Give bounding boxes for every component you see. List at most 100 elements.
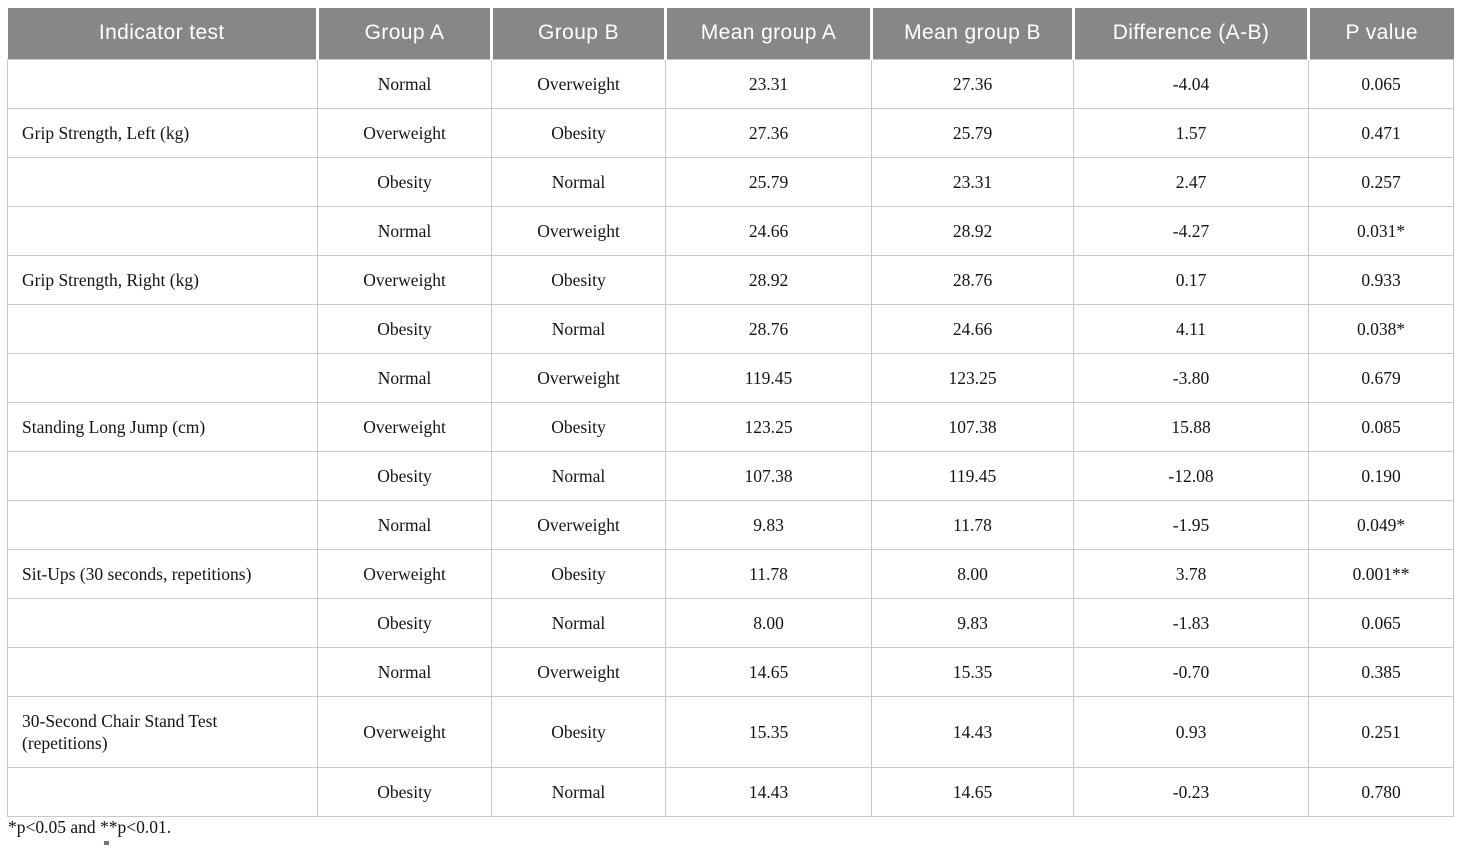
cell-mean-group-b: 119.45: [871, 450, 1074, 501]
cell-group-a: Overweight: [317, 254, 492, 305]
cell-mean-group-b: 28.92: [871, 205, 1074, 256]
cell-mean-group-a: 25.79: [665, 156, 872, 207]
cell-p-value: 0.065: [1308, 597, 1454, 648]
table-footnote: *p<0.05 and **p<0.01.: [8, 817, 172, 837]
cell-indicator: Standing Long Jump (cm): [7, 401, 318, 452]
header-row: Indicator test Group A Group B Mean grou…: [7, 8, 1454, 59]
table-body: Normal Overweight 23.31 27.36 -4.04 0.065 Grip…: [7, 58, 1454, 817]
cell-group-a: Overweight: [317, 695, 492, 768]
cell-indicator: [7, 646, 318, 697]
cell-group-b: Overweight: [491, 205, 666, 256]
cell-mean-group-b: 14.65: [871, 766, 1074, 817]
cell-difference: -0.70: [1073, 646, 1309, 697]
cell-group-b: Obesity: [491, 548, 666, 599]
cell-group-b: Obesity: [491, 401, 666, 452]
table-row: Normal Overweight 14.65 15.35 -0.70 0.385: [7, 646, 1454, 697]
cell-group-b: Overweight: [491, 499, 666, 550]
cell-group-b: Obesity: [491, 695, 666, 768]
cell-mean-group-b: 23.31: [871, 156, 1074, 207]
cell-mean-group-a: 8.00: [665, 597, 872, 648]
cell-group-b: Overweight: [491, 352, 666, 403]
cell-mean-group-a: 27.36: [665, 107, 872, 158]
table-row: Grip Strength, Left (kg) Overweight Obesit…: [7, 107, 1454, 158]
table-row: 30-Second Chair Stand Test (repetitions)…: [7, 695, 1454, 768]
cell-mean-group-b: 24.66: [871, 303, 1074, 354]
cell-difference: -1.83: [1073, 597, 1309, 648]
table-row: Normal Overweight 119.45 123.25 -3.80 0.679: [7, 352, 1454, 403]
cell-mean-group-a: 24.66: [665, 205, 872, 256]
cell-group-b: Normal: [491, 156, 666, 207]
table-row: Sit-Ups (30 seconds, repetitions) Overwei…: [7, 548, 1454, 599]
cell-group-a: Overweight: [317, 401, 492, 452]
table-row: Obesity Normal 14.43 14.65 -0.23 0.780: [7, 766, 1454, 817]
cell-group-b: Normal: [491, 450, 666, 501]
cell-group-a: Normal: [317, 352, 492, 403]
cell-group-a: Obesity: [317, 597, 492, 648]
cell-mean-group-a: 15.35: [665, 695, 872, 768]
table-row: Normal Overweight 23.31 27.36 -4.04 0.065: [7, 58, 1454, 109]
col-header-group-a: Group A: [316, 8, 492, 59]
cell-group-a: Overweight: [317, 107, 492, 158]
col-header-mean-group-a: Mean group A: [664, 8, 872, 59]
cell-difference: -4.04: [1073, 58, 1309, 109]
table-row: Normal Overweight 24.66 28.92 -4.27 0.031*: [7, 205, 1454, 256]
cell-group-a: Normal: [317, 499, 492, 550]
cell-indicator: [7, 352, 318, 403]
cell-p-value: 0.001**: [1308, 548, 1454, 599]
col-header-mean-group-b: Mean group B: [870, 8, 1074, 59]
cell-mean-group-b: 15.35: [871, 646, 1074, 697]
cell-mean-group-a: 14.65: [665, 646, 872, 697]
cell-p-value: 0.049*: [1308, 499, 1454, 550]
cell-indicator: [7, 205, 318, 256]
cell-p-value: 0.257: [1308, 156, 1454, 207]
cell-group-b: Obesity: [491, 107, 666, 158]
cell-mean-group-b: 11.78: [871, 499, 1074, 550]
cell-difference: -3.80: [1073, 352, 1309, 403]
cell-difference: 0.17: [1073, 254, 1309, 305]
cell-mean-group-a: 123.25: [665, 401, 872, 452]
cell-p-value: 0.471: [1308, 107, 1454, 158]
cell-mean-group-a: 28.92: [665, 254, 872, 305]
cell-indicator: [7, 597, 318, 648]
cell-indicator: [7, 766, 318, 817]
table-row: Grip Strength, Right (kg) Overweight Obesi…: [7, 254, 1454, 305]
cell-mean-group-b: 107.38: [871, 401, 1074, 452]
cell-group-a: Normal: [317, 205, 492, 256]
cell-p-value: 0.031*: [1308, 205, 1454, 256]
cell-mean-group-a: 119.45: [665, 352, 872, 403]
cell-difference: -12.08: [1073, 450, 1309, 501]
cell-mean-group-a: 9.83: [665, 499, 872, 550]
cell-indicator: [7, 156, 318, 207]
results-table-container: Indicator test Group A Group B Mean grou…: [7, 8, 1454, 817]
cell-indicator: Grip Strength, Left (kg): [7, 107, 318, 158]
cell-mean-group-b: 8.00: [871, 548, 1074, 599]
cell-mean-group-a: 28.76: [665, 303, 872, 354]
cell-p-value: 0.190: [1308, 450, 1454, 501]
table-row: Obesity Normal 8.00 9.83 -1.83 0.065: [7, 597, 1454, 648]
cell-mean-group-a: 107.38: [665, 450, 872, 501]
cell-mean-group-a: 23.31: [665, 58, 872, 109]
cell-group-b: Normal: [491, 766, 666, 817]
cell-indicator: Sit-Ups (30 seconds, repetitions): [7, 548, 318, 599]
cell-indicator: [7, 303, 318, 354]
cell-difference: 15.88: [1073, 401, 1309, 452]
cell-p-value: 0.385: [1308, 646, 1454, 697]
cell-indicator: [7, 450, 318, 501]
cell-mean-group-a: 14.43: [665, 766, 872, 817]
table-row: Obesity Normal 25.79 23.31 2.47 0.257: [7, 156, 1454, 207]
cell-p-value: 0.065: [1308, 58, 1454, 109]
cell-group-a: Normal: [317, 646, 492, 697]
cell-group-a: Normal: [317, 58, 492, 109]
cell-mean-group-b: 27.36: [871, 58, 1074, 109]
cell-group-b: Normal: [491, 303, 666, 354]
table-row: Standing Long Jump (cm) Overweight Obesity…: [7, 401, 1454, 452]
cell-mean-group-b: 14.43: [871, 695, 1074, 768]
table-row: Obesity Normal 107.38 119.45 -12.08 0.190: [7, 450, 1454, 501]
cell-group-a: Obesity: [317, 156, 492, 207]
cell-group-a: Obesity: [317, 766, 492, 817]
cell-group-b: Obesity: [491, 254, 666, 305]
cell-p-value: 0.251: [1308, 695, 1454, 768]
results-table: Indicator test Group A Group B Mean grou…: [7, 8, 1454, 817]
cell-indicator: [7, 499, 318, 550]
artifact-speck: [104, 841, 109, 845]
